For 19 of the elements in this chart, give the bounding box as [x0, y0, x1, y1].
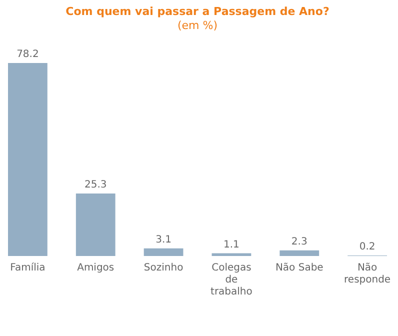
data-label: 2.3 [291, 236, 308, 248]
bar [212, 253, 252, 256]
chart-subtitle: (em %) [177, 19, 218, 32]
data-label: 3.1 [156, 234, 172, 246]
bar [76, 194, 116, 256]
x-tick-label: Sozinho [144, 262, 184, 274]
data-label: 0.2 [359, 242, 376, 253]
x-tick-label: Família [10, 262, 46, 274]
data-label: 1.1 [224, 239, 240, 250]
bar [280, 250, 320, 256]
bar [8, 63, 48, 256]
chart-title: Com quem vai passar a Passagem de Ano? [66, 5, 330, 18]
x-tick-label: Não responde [344, 262, 391, 286]
data-label: 25.3 [84, 180, 107, 191]
x-tick-label: Amigos [77, 262, 114, 274]
x-tick-label: Não Sabe [275, 262, 324, 274]
data-label: 78.2 [16, 49, 39, 60]
x-tick-label: Colegas de trabalho [210, 262, 252, 298]
bar [144, 248, 184, 256]
